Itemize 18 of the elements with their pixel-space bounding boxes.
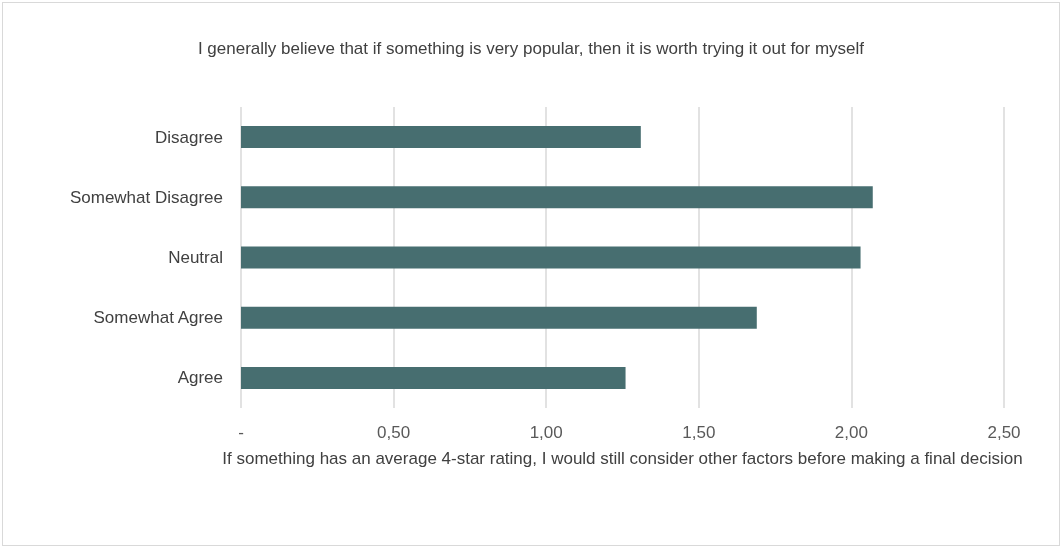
x-tick-label: 2,00 xyxy=(834,423,868,442)
x-tick-label: 2,50 xyxy=(987,423,1021,442)
chart-title: I generally believe that if something is very popular, then it is worth trying it out for myself xyxy=(197,39,865,58)
bar xyxy=(241,126,641,149)
y-tick-label: Agree xyxy=(177,368,223,388)
y-tick-label: Somewhat Disagree xyxy=(69,187,223,207)
bar xyxy=(241,306,757,329)
y-tick-label: Somewhat Agree xyxy=(93,308,223,328)
x-axis-title: If something has an average 4-star rating, I would still consider other factors before making a final decision xyxy=(222,449,1023,468)
y-tick-label: Disagree xyxy=(154,127,223,147)
x-tick-label: 1,00 xyxy=(529,423,563,442)
x-tick-label: 0,50 xyxy=(377,423,411,442)
bar xyxy=(241,186,873,209)
x-tick-label: - xyxy=(238,423,244,442)
y-tick-label: Neutral xyxy=(168,248,223,267)
bar xyxy=(241,366,626,389)
bar xyxy=(241,246,861,269)
x-tick-label: 1,50 xyxy=(682,423,716,442)
